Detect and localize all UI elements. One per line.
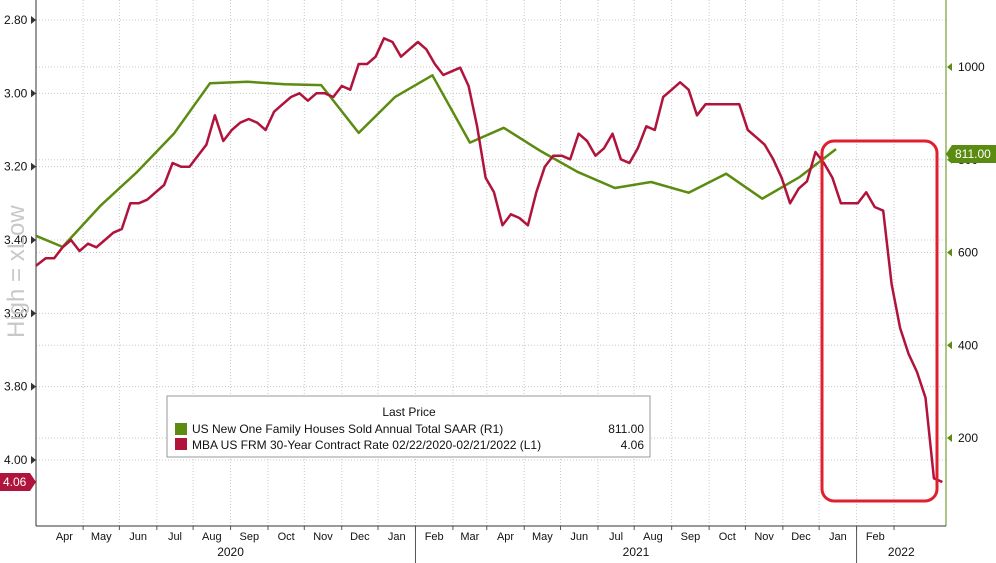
legend-swatch-rate: [175, 438, 187, 450]
x-tick-label: Mar: [460, 531, 479, 543]
x-tick-label: Aug: [202, 531, 222, 543]
legend-swatch-houses: [175, 423, 187, 435]
right-y-tick-label: 600: [958, 246, 978, 260]
x-tick-label: Jan: [829, 531, 847, 543]
left-y-tick-label: 3.60: [4, 306, 28, 320]
left-y-tick-label: 3.40: [4, 233, 28, 247]
x-tick-label: Apr: [56, 531, 73, 543]
left-y-tick-label: 3.80: [4, 380, 28, 394]
right-y-tick-label: 1000: [958, 60, 985, 74]
axes: [35, 0, 947, 527]
right-y-tick-arrow: [947, 248, 952, 257]
year-label: 2022: [888, 545, 915, 559]
left-y-tick-arrow: [31, 236, 36, 244]
x-tick-label: Jun: [129, 531, 147, 543]
x-tick-label: Oct: [719, 531, 736, 543]
x-tick-label: Feb: [425, 531, 444, 543]
legend-title: Last Price: [382, 405, 436, 419]
new-home-sales-line: [35, 74, 837, 249]
x-tick-label: Apr: [497, 531, 514, 543]
x-tick-label: Nov: [313, 531, 333, 543]
legend-value-houses: 811.00: [608, 422, 644, 436]
x-axis-ticks: Apr May Jun Jul Aug Sep Oct Nov Dec Jan Feb Mar Apr M…: [56, 526, 915, 563]
highlight-box: [820, 139, 939, 503]
right-last-value-tag: [946, 145, 996, 163]
right-y-tick-arrow: [947, 434, 952, 442]
x-tick-label: Nov: [754, 531, 774, 543]
legend-label-houses: US New One Family Houses Sold Annual Tot…: [192, 422, 503, 436]
x-tick-label: May: [91, 531, 112, 543]
x-tick-label: Sep: [240, 531, 260, 543]
left-y-tick-arrow: [31, 162, 36, 171]
x-tick-label: Dec: [350, 531, 370, 543]
right-y-tick-label: 200: [958, 431, 978, 445]
right-last-value-text: 811.00: [955, 147, 991, 161]
legend-value-rate: 4.06: [621, 438, 645, 452]
left-y-tick-label: 2.80: [4, 13, 28, 27]
x-tick-label: Oct: [278, 531, 295, 543]
watermark-text: High = xLow: [3, 205, 30, 338]
left-y-tick-label: 4.00: [4, 453, 28, 467]
series-lines: [35, 37, 943, 484]
right-y-tick-arrow: [947, 341, 952, 350]
left-last-value-tag: [0, 473, 36, 491]
x-tick-label: Jan: [388, 531, 406, 543]
last-value-tags: 4.06 811.00: [0, 145, 996, 491]
mortgage-rate-line: [35, 37, 943, 484]
x-tick-label: Dec: [791, 531, 811, 543]
x-tick-label: Jul: [168, 531, 182, 543]
left-y-tick-arrow: [31, 16, 36, 24]
x-tick-label: Sep: [681, 531, 701, 543]
x-tick-label: Feb: [866, 531, 885, 543]
year-label: 2021: [623, 545, 650, 559]
legend-box: [166, 395, 651, 458]
right-y-tick-arrow: [947, 63, 952, 71]
legend: Last Price US New One Family Houses Sold…: [166, 395, 651, 458]
left-y-tick-arrow: [31, 456, 36, 464]
right-y-tick-label: 400: [958, 338, 978, 352]
x-tick-label: Aug: [643, 531, 663, 543]
x-tick-label: May: [532, 531, 553, 543]
left-y-tick-label: 3.20: [4, 160, 28, 174]
x-tick-label: Jun: [570, 531, 588, 543]
left-y-tick-arrow: [31, 89, 36, 98]
left-y-axis-ticks: 2.80 3.00 3.20 3.40 3.60 3.80 4.00: [4, 13, 36, 467]
year-label: 2020: [217, 545, 244, 559]
left-y-tick-label: 3.00: [4, 86, 28, 100]
left-y-tick-arrow: [31, 309, 36, 318]
legend-label-rate: MBA US FRM 30-Year Contract Rate 02/22/2…: [192, 438, 541, 452]
left-last-value-text: 4.06: [3, 475, 27, 489]
left-y-tick-arrow: [31, 382, 36, 391]
x-tick-label: Jul: [609, 531, 623, 543]
